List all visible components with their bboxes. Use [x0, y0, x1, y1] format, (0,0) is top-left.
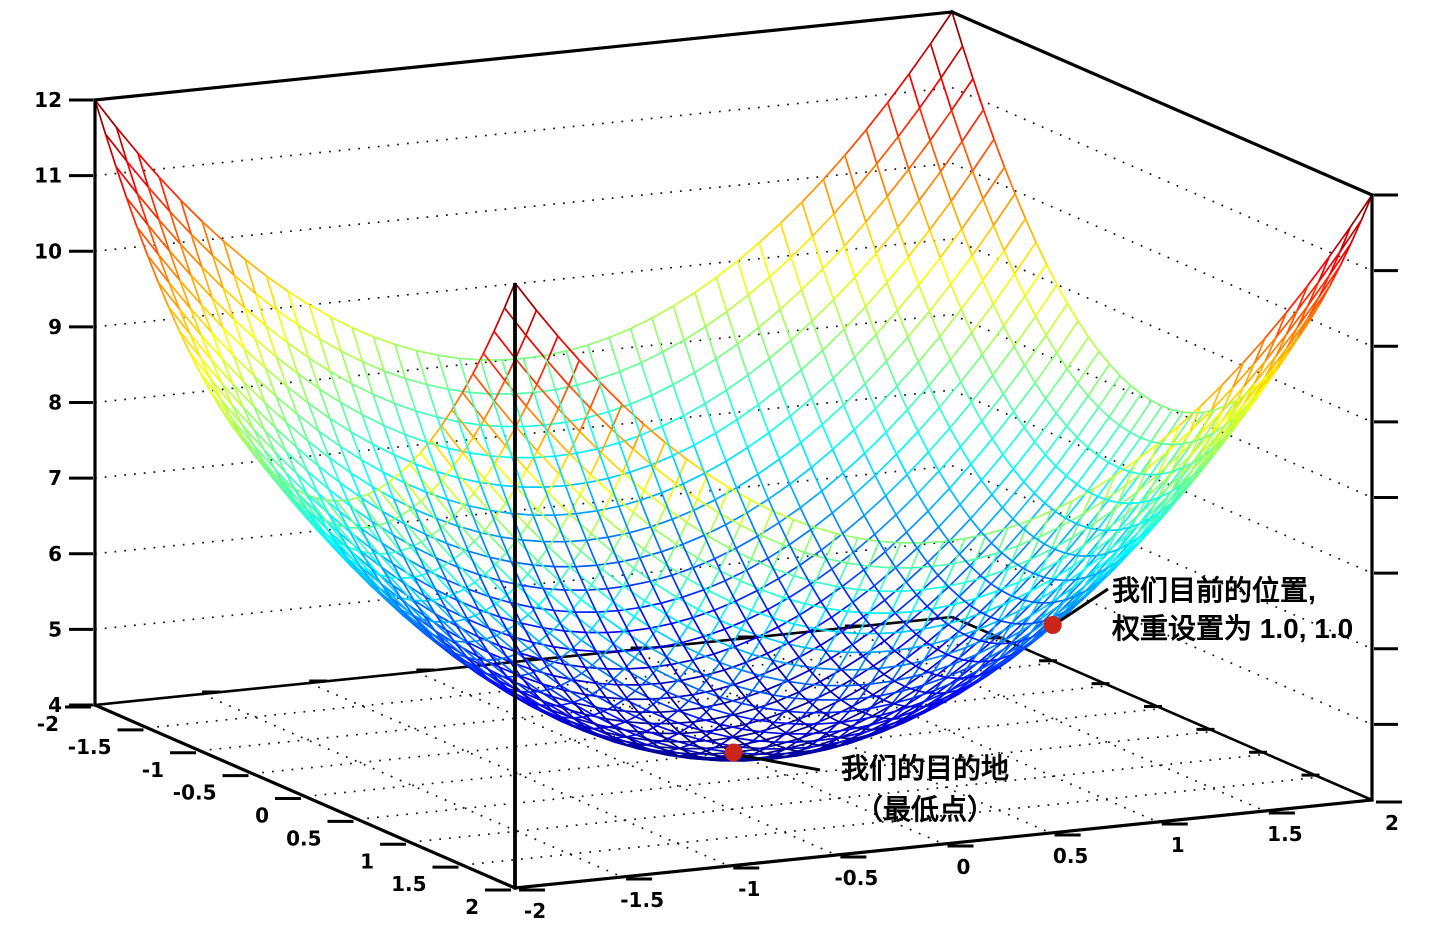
- surface-wireframe: [94, 11, 1373, 762]
- z-tick-label: 8: [48, 391, 62, 415]
- annotation-current-line1: 我们目前的位置,: [1112, 575, 1316, 606]
- z-tick-label: 7: [48, 466, 62, 490]
- annotation-destination: 我们的目的地 （最低点）: [822, 748, 1028, 830]
- z-tick-label: 11: [34, 164, 62, 188]
- z-tick-label: 6: [48, 542, 62, 566]
- current-position-marker: [1043, 616, 1062, 634]
- axes-borders: [92, 9, 1375, 891]
- annotation-destination-line2: （最低点）: [854, 794, 995, 825]
- z-tick-label: 5: [48, 617, 62, 641]
- y-tick-label: 0.5: [1053, 844, 1088, 868]
- annotation-destination-line1: 我们的目的地: [840, 753, 1009, 784]
- y-tick-label: 1: [1171, 833, 1185, 857]
- z-tick-label: 9: [48, 315, 62, 339]
- axis-ticks: [65, 98, 1402, 892]
- annotation-current-position: 我们目前的位置, 权重设置为 1.0, 1.0: [1112, 572, 1353, 648]
- y-tick-label: -1: [738, 877, 760, 901]
- destination-minimum-marker: [724, 743, 743, 762]
- y-tick-label: 0: [957, 855, 971, 879]
- x-tick-label: -1.5: [68, 735, 112, 759]
- z-tick-label: 4: [48, 693, 62, 717]
- x-tick-label: 0.5: [286, 826, 321, 850]
- x-tick-label: 2: [465, 895, 479, 919]
- y-tick-label: -2: [524, 899, 546, 923]
- y-tick-label: -1.5: [620, 888, 664, 912]
- z-tick-label: 10: [34, 239, 62, 263]
- annotation-leaders: [741, 587, 1109, 772]
- z-tick-label: 12: [34, 88, 62, 112]
- x-tick-label: -0.5: [173, 781, 217, 805]
- x-tick-label: -2: [37, 712, 59, 736]
- x-tick-label: 1: [360, 849, 374, 873]
- x-tick-label: 1.5: [391, 872, 426, 896]
- y-tick-label: 1.5: [1267, 822, 1302, 846]
- y-tick-label: -0.5: [835, 866, 879, 890]
- annotation-current-line2: 权重设置为 1.0, 1.0: [1112, 613, 1354, 644]
- point-markers: [724, 616, 1062, 762]
- x-tick-label: -1: [142, 758, 164, 782]
- y-tick-label: 2: [1385, 811, 1399, 835]
- x-tick-label: 0: [255, 804, 269, 828]
